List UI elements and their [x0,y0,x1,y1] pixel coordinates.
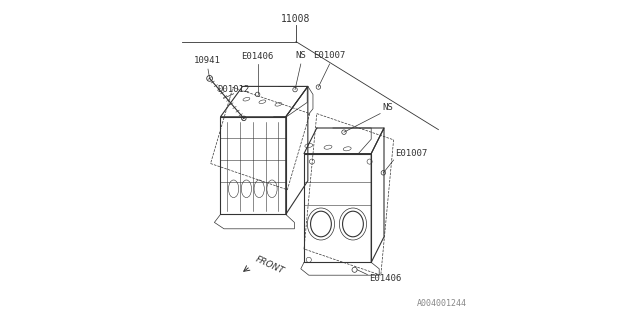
Text: NS: NS [296,51,306,60]
Text: A004001244: A004001244 [417,300,467,308]
Text: E01007: E01007 [314,51,346,60]
Text: NS: NS [383,103,393,112]
Text: 10941: 10941 [194,56,221,65]
Text: D01012: D01012 [218,85,250,94]
Text: E01406: E01406 [241,52,274,60]
Text: FRONT: FRONT [254,255,286,276]
Text: E01406: E01406 [370,274,402,283]
Text: E01007: E01007 [396,149,428,158]
Text: 11008: 11008 [282,14,310,24]
